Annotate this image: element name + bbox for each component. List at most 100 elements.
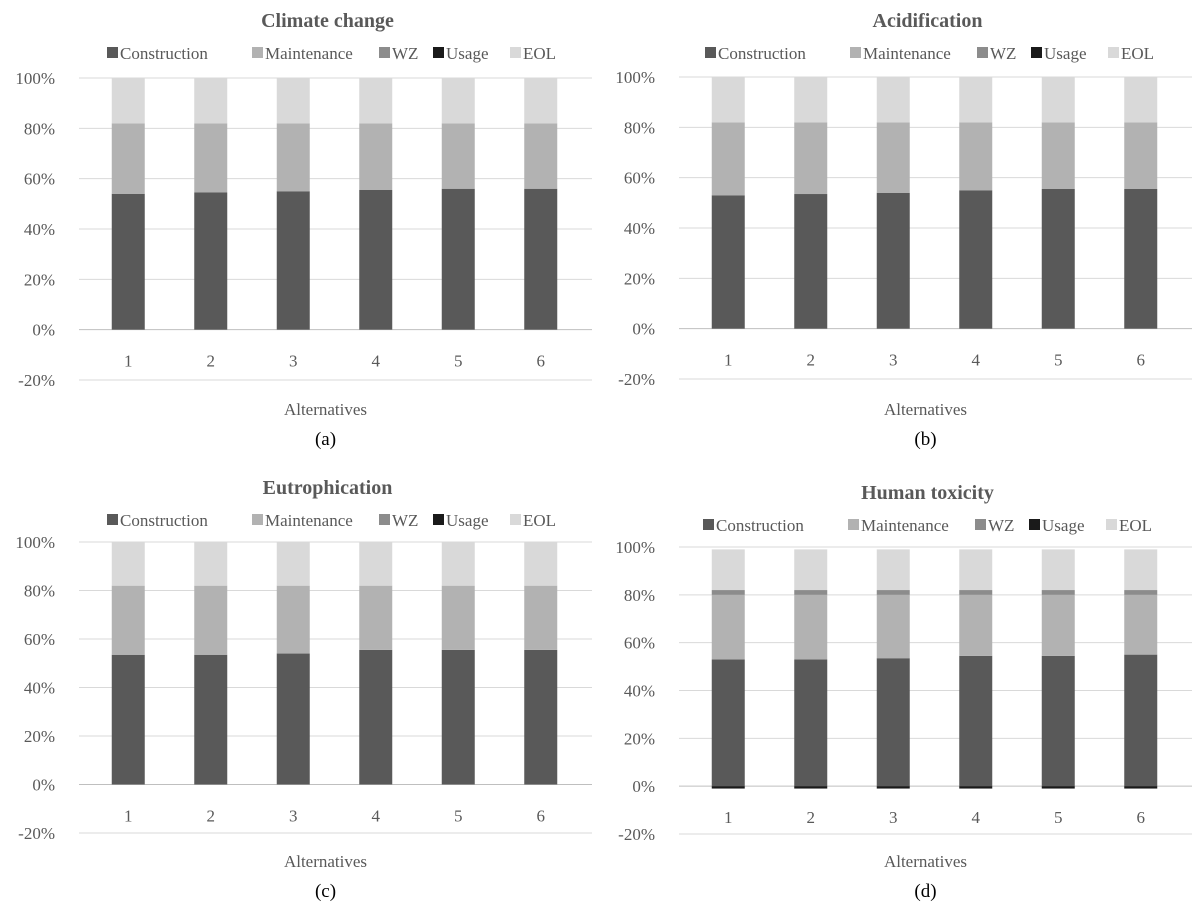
bar-segment-wz	[711, 590, 745, 595]
bar-segment-construction	[959, 655, 993, 787]
legend-swatch	[107, 514, 118, 525]
legend-swatch	[850, 47, 861, 58]
bar-segment-usage	[876, 786, 910, 789]
y-tick-label: 100%	[615, 68, 655, 87]
bar-segment-eol	[194, 78, 228, 124]
legend-swatch	[705, 47, 716, 58]
legend-swatch	[1108, 47, 1119, 58]
bar-segment-construction	[1041, 655, 1075, 787]
bar-segment-wz	[1041, 590, 1075, 595]
bar-segment-construction	[276, 191, 310, 330]
y-tick-label: 80%	[24, 119, 55, 138]
bar-segment-eol	[276, 78, 310, 124]
legend-label: EOL	[523, 44, 556, 63]
x-tick-label: 1	[124, 352, 133, 371]
legend-label: EOL	[1119, 516, 1152, 535]
bar-segment-eol	[524, 542, 558, 586]
x-axis-title: Alternatives	[884, 852, 967, 871]
bar-segment-eol	[1124, 77, 1158, 123]
legend-label: WZ	[392, 44, 418, 63]
x-tick-label: 4	[972, 808, 981, 827]
legend-swatch	[510, 514, 521, 525]
bar-segment-construction	[1041, 188, 1075, 329]
legend-label: Maintenance	[265, 511, 353, 530]
bar-segment-eol	[794, 77, 828, 123]
legend-swatch	[1029, 519, 1040, 530]
bar-segment-eol	[1041, 77, 1075, 123]
bar-segment-construction	[794, 659, 828, 787]
x-axis-title: Alternatives	[884, 400, 967, 419]
x-tick-label: 3	[289, 807, 298, 826]
bar-segment-maintenance	[194, 585, 228, 655]
x-tick-label: 5	[1054, 808, 1063, 827]
legend-label: WZ	[392, 511, 418, 530]
legend-swatch	[107, 47, 118, 58]
bar-segment-usage	[1124, 786, 1158, 789]
x-tick-label: 4	[372, 807, 381, 826]
bar-segment-maintenance	[359, 123, 393, 190]
legend-swatch	[977, 47, 988, 58]
legend-swatch	[1031, 47, 1042, 58]
y-tick-label: 20%	[624, 729, 655, 748]
bar-segment-construction	[524, 188, 558, 330]
bar-segment-maintenance	[794, 122, 828, 195]
bar-segment-eol	[711, 549, 745, 591]
y-tick-label: 100%	[15, 69, 55, 88]
x-tick-label: 5	[454, 807, 463, 826]
chart-title: Climate change	[261, 10, 394, 32]
y-tick-label: 40%	[624, 219, 655, 238]
y-tick-label: -20%	[618, 825, 655, 844]
legend-label: Usage	[1042, 516, 1084, 535]
bar-segment-construction	[876, 658, 910, 787]
y-tick-label: 60%	[624, 169, 655, 188]
y-tick-label: 100%	[615, 538, 655, 557]
x-tick-label: 3	[889, 808, 898, 827]
legend-swatch	[433, 514, 444, 525]
chart-panel-1: Climate change -20% 0% 20% 40% 60% 80% 100% 1 2 3 4…	[15, 10, 592, 450]
x-tick-label: 2	[807, 351, 816, 370]
y-tick-label: -20%	[18, 824, 55, 843]
bar-segment-maintenance	[959, 122, 993, 191]
bar-segment-construction	[359, 649, 393, 785]
bar-segment-construction	[959, 190, 993, 329]
legend-label: WZ	[988, 516, 1014, 535]
bar-segment-eol	[711, 77, 745, 123]
bar-segment-eol	[1124, 549, 1158, 591]
x-tick-label: 2	[807, 808, 816, 827]
legend-label: Maintenance	[861, 516, 949, 535]
bar-segment-wz	[959, 590, 993, 595]
bar-segment-eol	[359, 542, 393, 586]
bar-segment-maintenance	[441, 123, 475, 189]
panel-caption: (a)	[315, 429, 336, 450]
bar-segment-eol	[276, 542, 310, 586]
legend-swatch	[703, 519, 714, 530]
chart-title: Eutrophication	[263, 477, 393, 499]
chart-panel-2: Acidification -20% 0% 20% 40% 60% 80% 100% 1 2 3 4 5…	[615, 10, 1192, 450]
bar-segment-maintenance	[441, 585, 475, 650]
legend-swatch	[379, 47, 390, 58]
bar-segment-construction	[711, 659, 745, 787]
bar-segment-construction	[194, 192, 228, 330]
bar-segment-construction	[111, 193, 145, 330]
bar-segment-construction	[194, 654, 228, 785]
x-tick-label: 1	[124, 807, 133, 826]
bar-segment-eol	[876, 549, 910, 591]
y-tick-label: 40%	[24, 220, 55, 239]
bar-segment-maintenance	[711, 122, 745, 196]
x-axis-title: Alternatives	[284, 852, 367, 871]
bar-segment-maintenance	[359, 585, 393, 650]
x-tick-label: 2	[207, 352, 216, 371]
y-tick-label: 60%	[24, 630, 55, 649]
legend-swatch	[252, 47, 263, 58]
bar-segment-maintenance	[876, 122, 910, 193]
y-tick-label: 60%	[24, 170, 55, 189]
y-tick-label: -20%	[18, 371, 55, 390]
y-tick-label: 100%	[15, 533, 55, 552]
bar-segment-maintenance	[959, 594, 993, 656]
y-tick-label: 40%	[624, 682, 655, 701]
bar-segment-maintenance	[1041, 594, 1075, 656]
y-tick-label: 80%	[24, 582, 55, 601]
y-tick-label: 0%	[32, 321, 55, 340]
bar-segment-construction	[359, 189, 393, 330]
